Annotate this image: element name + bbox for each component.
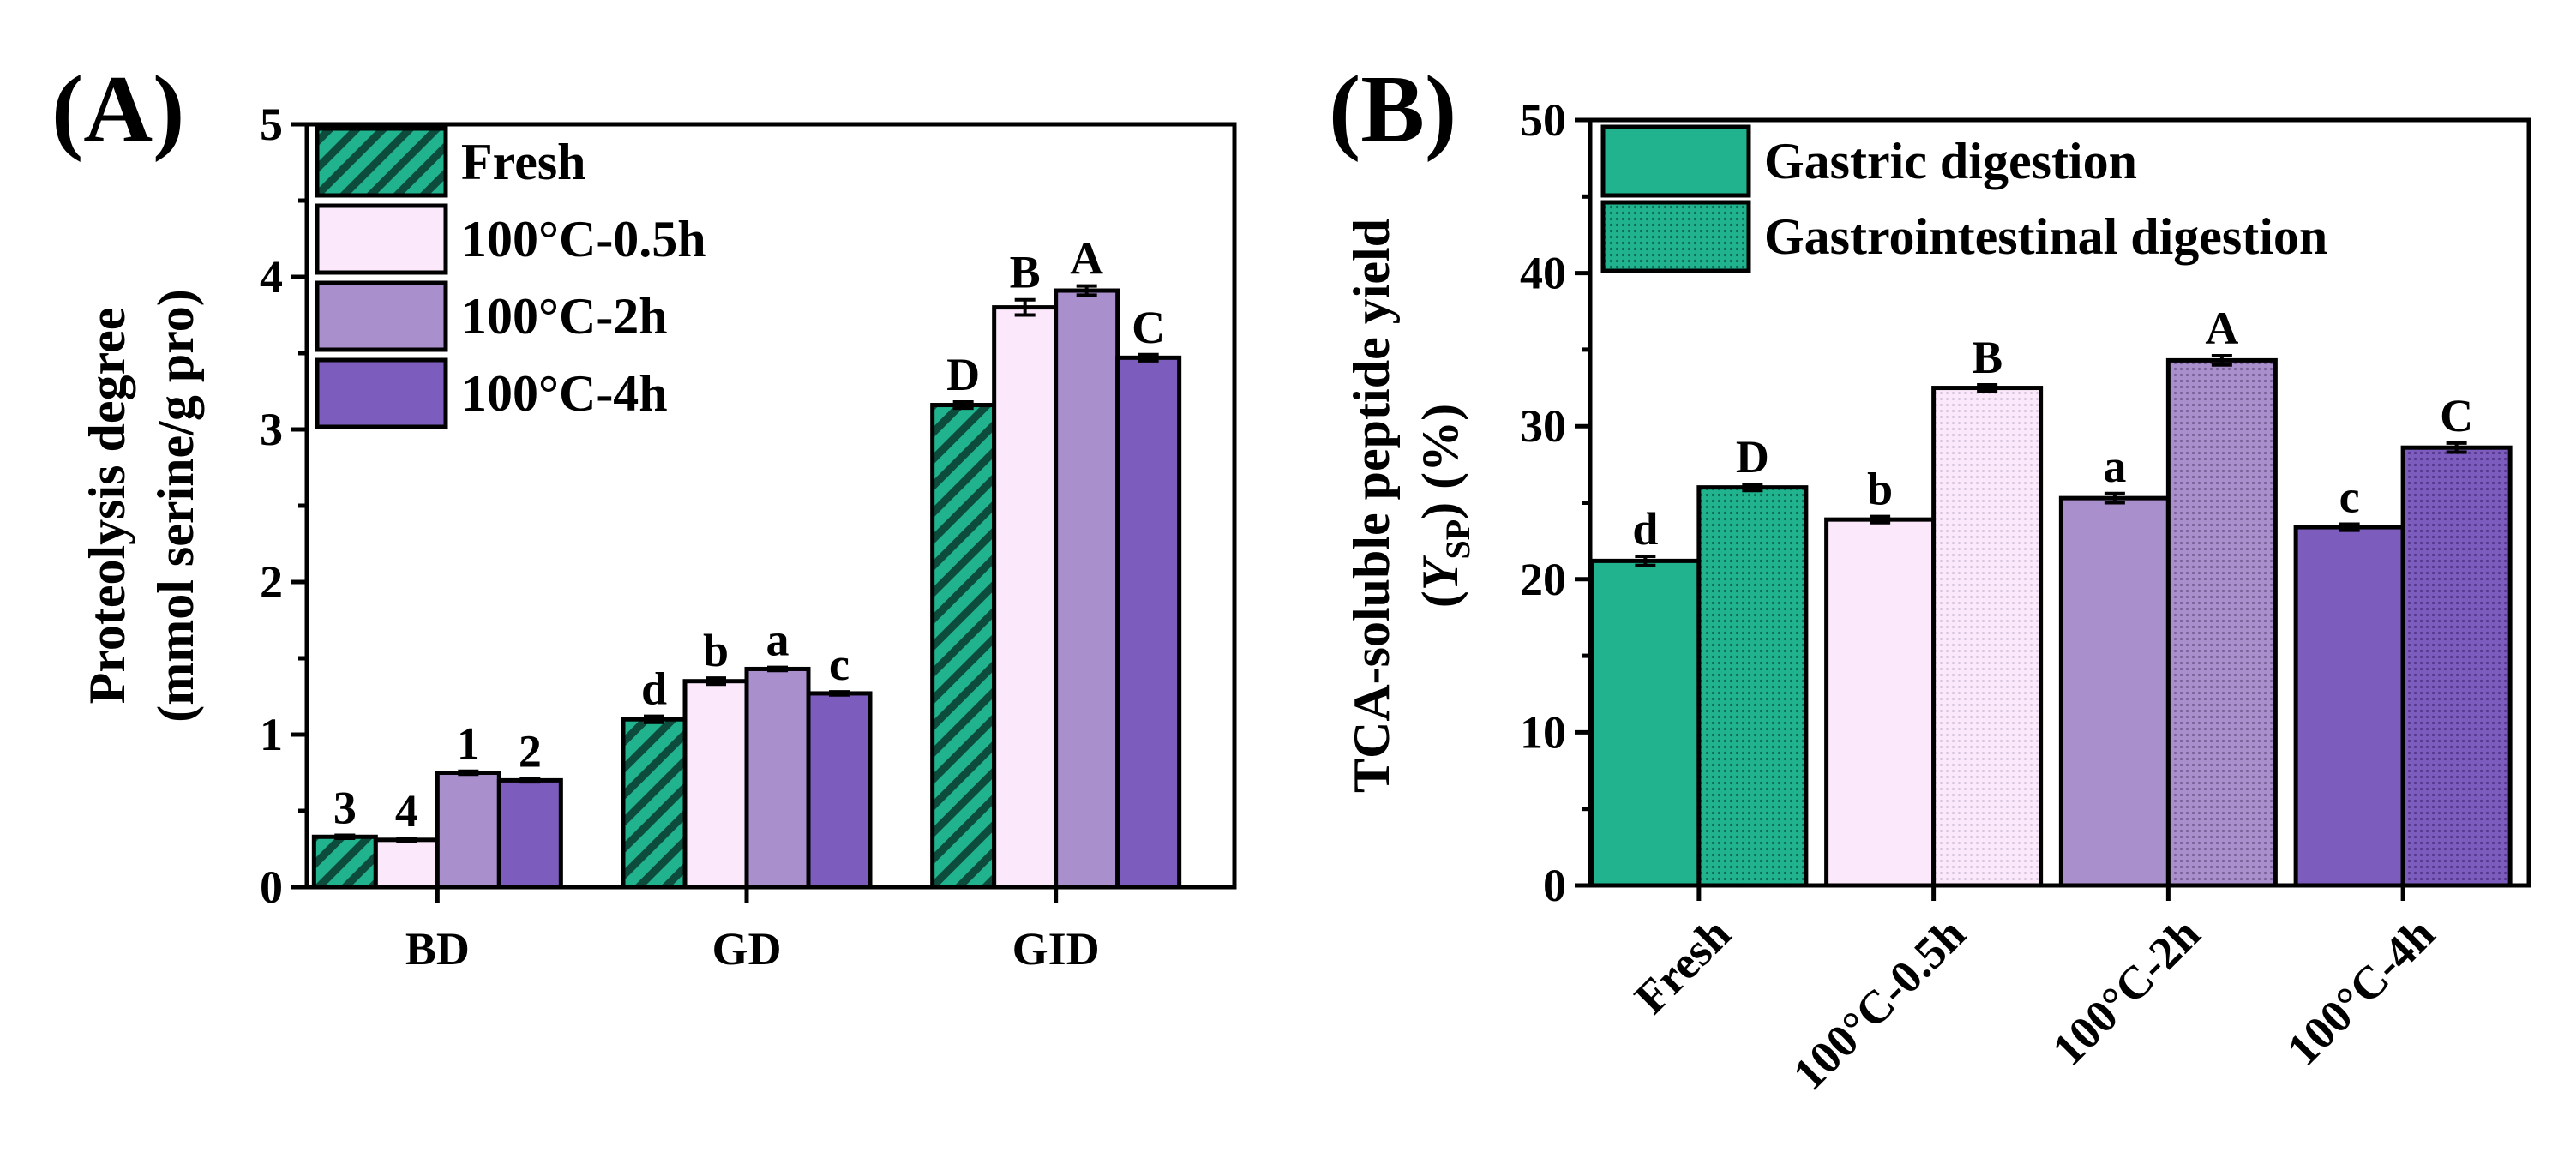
legend-swatch — [315, 280, 448, 352]
y-tick-label: 2 — [260, 556, 283, 608]
bar-gd-1 — [682, 679, 749, 890]
significance-label: 2 — [519, 726, 542, 777]
significance-label: b — [1867, 464, 1893, 515]
bar-gd-2 — [744, 666, 811, 890]
legend-swatch — [315, 203, 448, 275]
panel-a-y-ticks: 0 1 2 3 4 5 — [260, 99, 307, 913]
significance-label: b — [703, 625, 729, 676]
legend-label: 100°C-2h — [461, 288, 668, 345]
panel-b-legend: Gastric digestion Gastrointestinal digest… — [1600, 124, 2327, 273]
y-title-symbol: Y — [1412, 555, 1468, 591]
y-tick-label: 0 — [260, 861, 283, 913]
significance-label: D — [1736, 431, 1769, 483]
bar-gd-3 — [806, 691, 873, 890]
significance-label: 1 — [457, 718, 480, 770]
x-category-label: BD — [405, 923, 470, 975]
x-category-label: 100°C-2h — [2042, 908, 2210, 1076]
significance-label: d — [1632, 503, 1658, 555]
legend-label: Gastric digestion — [1764, 133, 2137, 189]
y-tick-label: 10 — [1520, 706, 1566, 758]
y-tick-label: 4 — [260, 251, 283, 303]
y-tick-label: 0 — [1543, 860, 1566, 911]
panel-b: (B) d Db Ba Ac C 0 10 20 30 40 50 Fresh 100°C-0.5h… — [1329, 57, 2531, 1100]
legend-swatch — [315, 357, 448, 429]
y-tick-label: 50 — [1520, 94, 1566, 146]
y-title-suffix: ) (%) — [1412, 404, 1468, 519]
panel-a-y-title-line1: Proteolysis degree — [79, 308, 135, 705]
y-tick-label: 20 — [1520, 554, 1566, 605]
panel-b-y-title-line1: TCA-soluble peptide yield — [1343, 219, 1400, 793]
bar-1-0 — [1824, 517, 1937, 888]
bar-3-1 — [2400, 445, 2513, 888]
panel-b-bars: d Db Ba Ac C — [1589, 303, 2513, 888]
bar-gid-1 — [992, 305, 1059, 890]
legend-label: Fresh — [461, 134, 586, 190]
bar-bd-2 — [435, 771, 501, 890]
significance-label: A — [1070, 233, 1103, 285]
significance-label: c — [2339, 471, 2360, 523]
x-category-label: 100°C-0.5h — [1783, 908, 1975, 1100]
significance-label: 4 — [395, 785, 418, 837]
bar-gid-3 — [1115, 355, 1182, 890]
y-tick-label: 5 — [260, 99, 283, 150]
y-tick-label: 40 — [1520, 248, 1566, 299]
bar-gid-0 — [930, 403, 997, 890]
legend-swatch — [1600, 200, 1751, 273]
legend-swatch — [1600, 124, 1751, 198]
significance-label: B — [1010, 247, 1041, 298]
panel-b-y-ticks: 0 10 20 30 40 50 — [1520, 94, 1590, 911]
significance-label: d — [641, 663, 667, 715]
bar-2-1 — [2165, 357, 2278, 888]
bar-gd-0 — [621, 717, 688, 890]
bar-gid-2 — [1054, 288, 1120, 890]
x-category-label: 100°C-4h — [2277, 908, 2445, 1076]
panel-b-x-categories: Fresh 100°C-0.5h 100°C-2h 100°C-4h — [1624, 885, 2445, 1100]
y-tick-label: 30 — [1520, 400, 1566, 452]
bar-bd-1 — [373, 837, 440, 890]
y-tick-label: 3 — [260, 404, 283, 455]
significance-label: a — [766, 615, 790, 666]
y-title-subscript: SP — [1438, 519, 1477, 560]
y-title-prefix: ( — [1412, 591, 1468, 608]
significance-label: C — [1132, 302, 1165, 353]
y-tick-label: 1 — [260, 709, 283, 760]
bar-0-0 — [1589, 558, 1702, 888]
legend-label: 100°C-4h — [461, 365, 668, 422]
significance-label: D — [946, 349, 980, 400]
legend-swatch — [315, 126, 448, 198]
bar-1-1 — [1931, 386, 2044, 888]
bar-2-0 — [2058, 495, 2171, 888]
panel-a-bars: 3 41 2 db a c DB AC — [311, 233, 1182, 890]
x-category-label: Fresh — [1624, 908, 1740, 1023]
significance-label: c — [829, 639, 850, 690]
x-category-label: GD — [712, 923, 782, 975]
significance-label: B — [1972, 332, 2003, 383]
significance-label: 3 — [333, 782, 357, 833]
bar-3-0 — [2293, 525, 2405, 888]
x-category-label: GID — [1012, 923, 1100, 975]
legend-label: 100°C-0.5h — [461, 211, 706, 267]
bar-bd-0 — [311, 834, 378, 890]
panel-a-y-title-line2: (mmol serine/g pro) — [147, 289, 204, 722]
significance-label: C — [2440, 390, 2473, 441]
significance-label: a — [2103, 441, 2126, 492]
significance-label: A — [2205, 303, 2238, 354]
panel-a-x-categories: BD GD GID — [405, 887, 1100, 975]
panel-a-legend: Fresh 100°C-0.5h 100°C-2h 100°C-4h — [315, 126, 706, 429]
panel-b-y-title-line2: (YSP) (%) — [1412, 404, 1477, 608]
legend-label: Gastrointestinal digestion — [1764, 208, 2327, 265]
panel-a-label: (A) — [51, 57, 184, 163]
panel-b-label: (B) — [1329, 57, 1456, 163]
bar-0-1 — [1696, 485, 1809, 888]
bar-bd-3 — [496, 777, 563, 890]
